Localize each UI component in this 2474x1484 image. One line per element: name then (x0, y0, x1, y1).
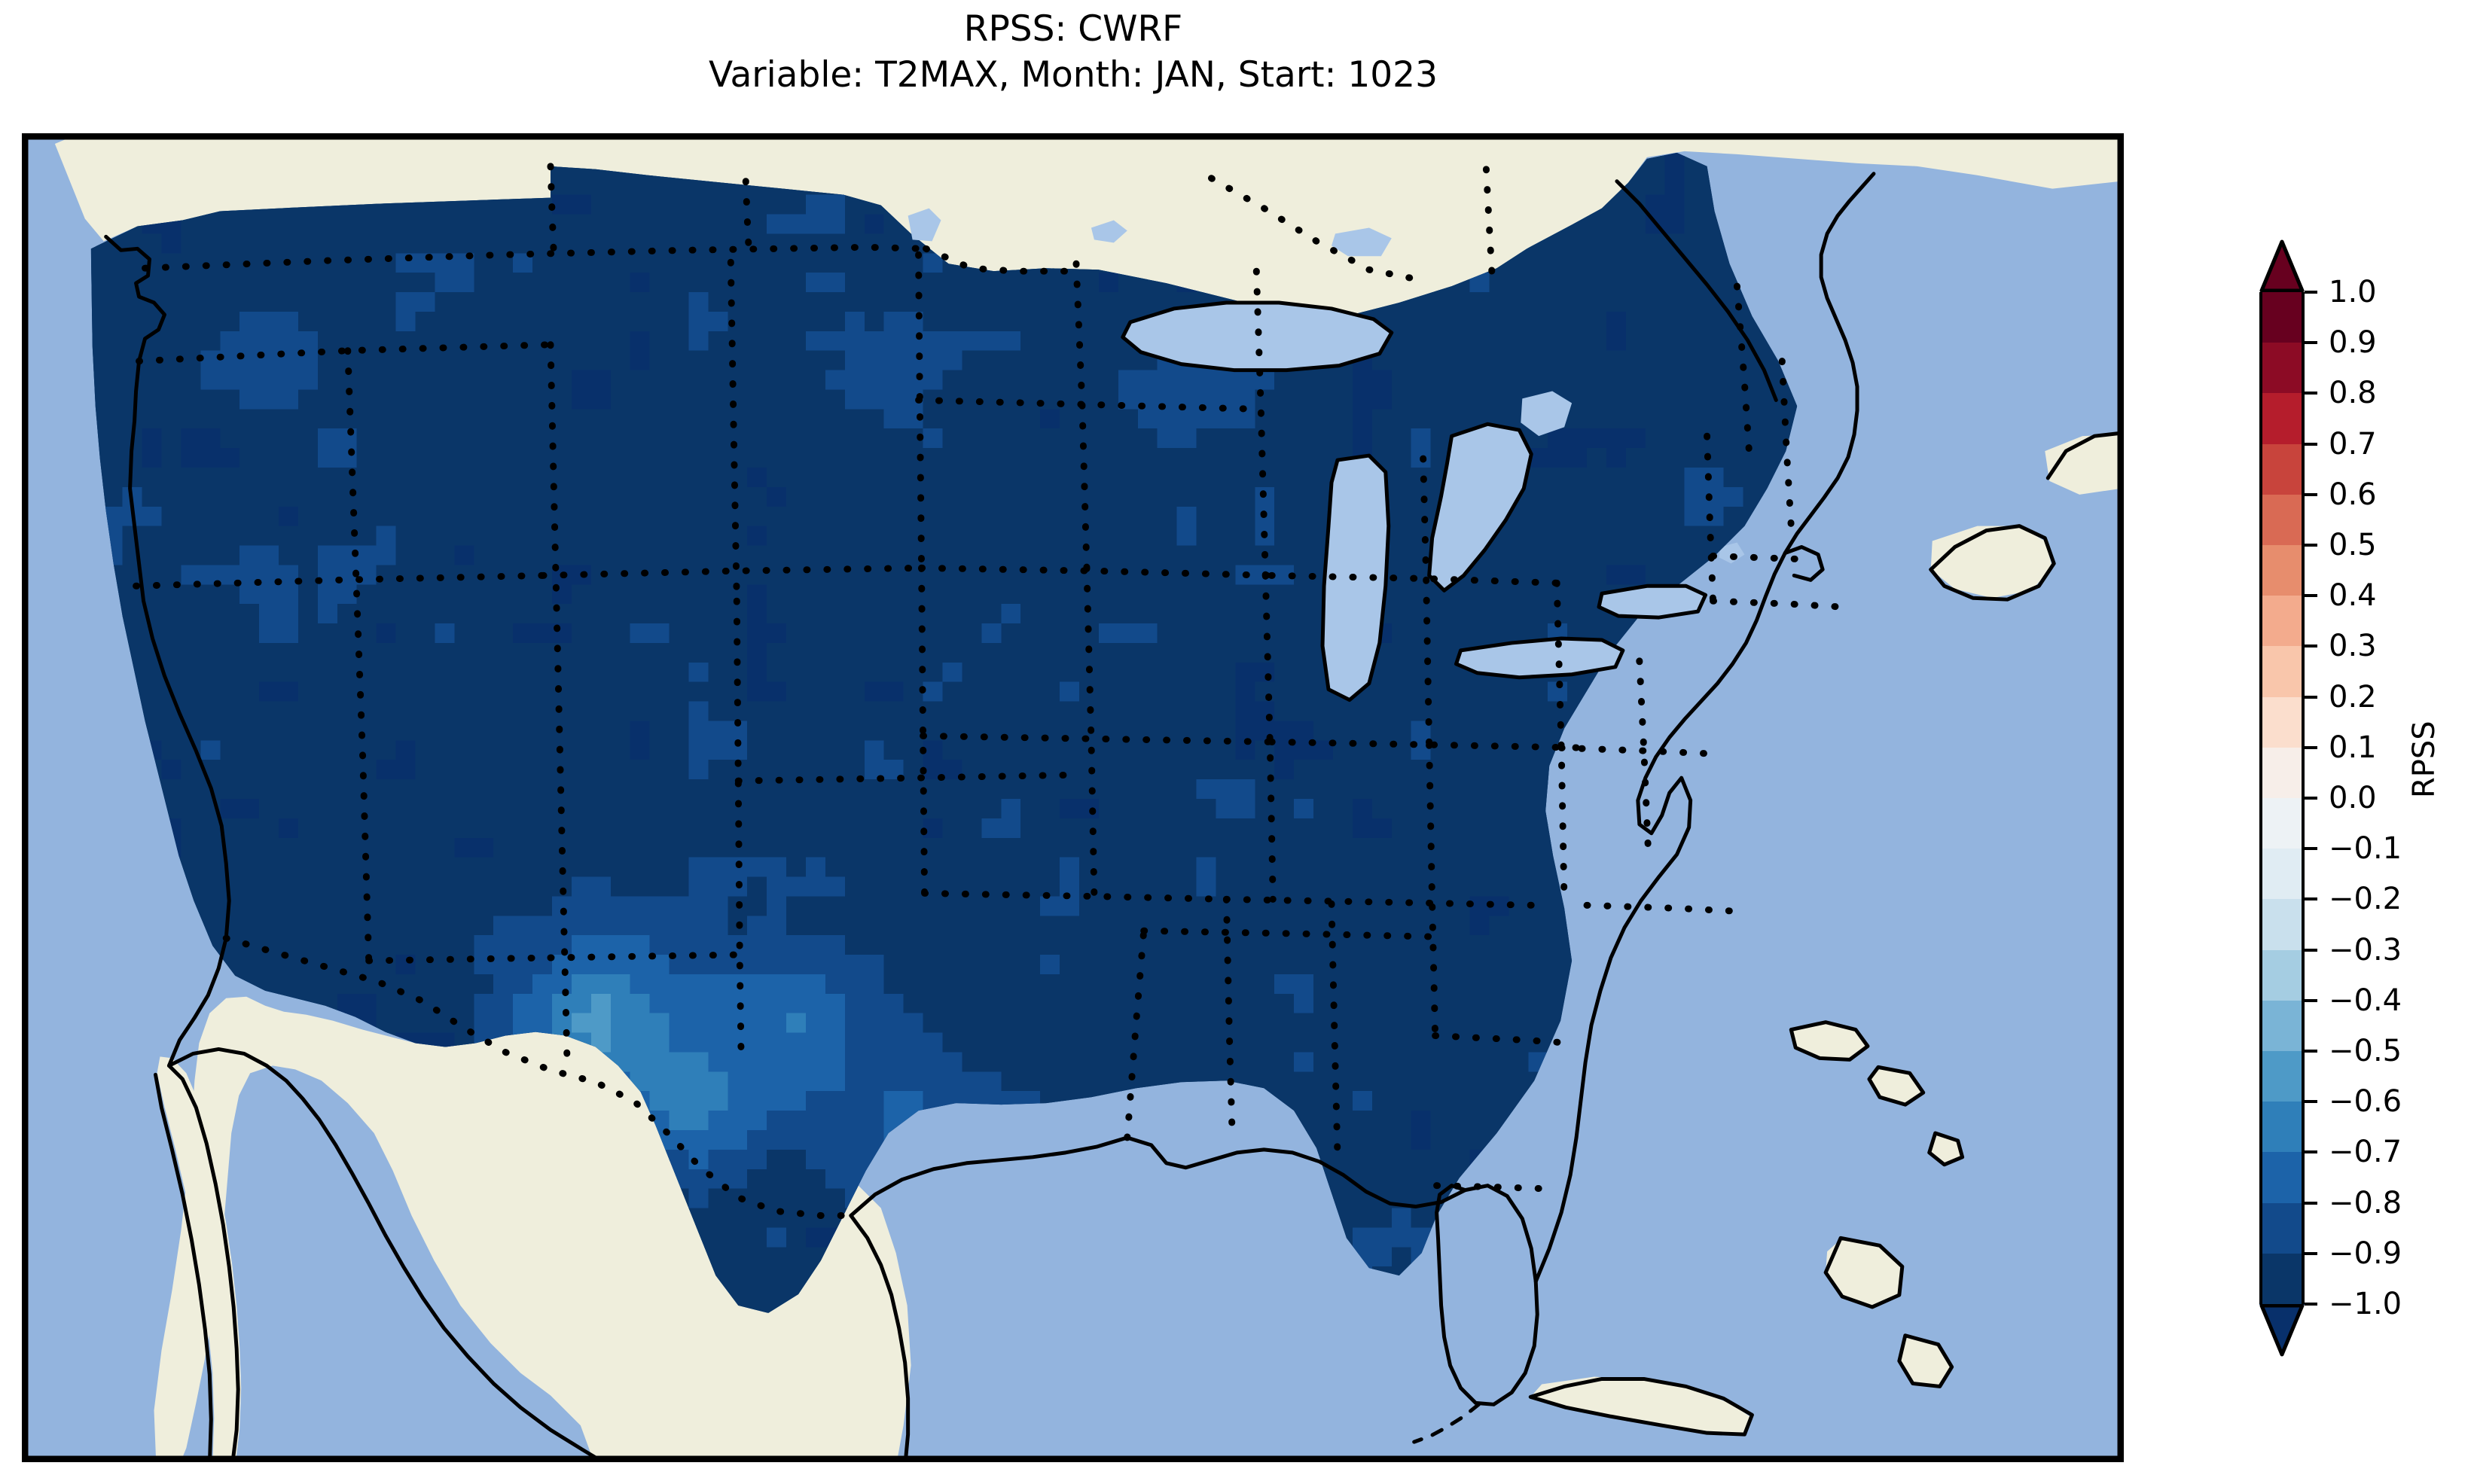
map-axes (22, 133, 2124, 1462)
colorbar-segment (2259, 1253, 2305, 1305)
colorbar-tick-label: 1.0 (2329, 275, 2377, 309)
colorbar-segment (2259, 393, 2305, 445)
colorbar-segment (2259, 646, 2305, 698)
figure-title: RPSS: CWRF Variable: T2MAX, Month: JAN, … (0, 6, 2146, 98)
map-plot (25, 136, 2121, 1459)
colorbar-segment (2259, 292, 2305, 343)
colorbar-segment (2259, 596, 2305, 648)
colorbar-tick-label: 0.9 (2329, 325, 2377, 361)
colorbar-tick (2305, 392, 2317, 395)
colorbar-segment (2259, 1102, 2305, 1153)
colorbar: 1.0 0.9 0.8 0.7 0.6 0.5 0.4 0.3 0.2 0.1 0.0 −0.1 −0.… (2259, 239, 2402, 1357)
title-line-2: Variable: T2MAX, Month: JAN, Start: 1023 (709, 54, 1438, 96)
colorbar-tick (2305, 1050, 2317, 1053)
colorbar-tick-label: 0.4 (2329, 578, 2377, 614)
colorbar-tick-label: −0.9 (2329, 1236, 2402, 1271)
colorbar-tick-label: −0.6 (2329, 1084, 2402, 1120)
colorbar-segment (2259, 849, 2305, 900)
colorbar-tick-label: 0.8 (2329, 376, 2377, 411)
title-line-1: RPSS: CWRF (963, 8, 1183, 50)
colorbar-tick (2305, 797, 2317, 800)
colorbar-segment (2259, 1152, 2305, 1204)
colorbar-segment (2259, 494, 2305, 546)
colorbar-tick-label: 0.1 (2329, 730, 2377, 765)
colorbar-tick-label: −0.8 (2329, 1185, 2402, 1220)
colorbar-tick (2305, 847, 2317, 851)
colorbar-tick (2305, 594, 2317, 598)
colorbar-tick (2305, 1100, 2317, 1104)
colorbar-outline (2259, 292, 2305, 1304)
colorbar-tick (2305, 1150, 2317, 1154)
colorbar-tick-label: −0.2 (2329, 882, 2402, 917)
map-frame (25, 136, 2121, 1459)
colorbar-tick (2305, 544, 2317, 547)
colorbar-tick (2305, 897, 2317, 901)
colorbar-extend-min-arrow (2259, 1304, 2305, 1357)
colorbar-tick-label: −1.0 (2329, 1287, 2402, 1321)
colorbar-tick (2305, 442, 2317, 446)
colorbar-tick-label: 0.3 (2329, 629, 2377, 664)
colorbar-segment (2259, 443, 2305, 495)
colorbar-segment (2259, 545, 2305, 596)
colorbar-segment (2259, 1202, 2305, 1254)
colorbar-extend-max-arrow (2259, 239, 2305, 292)
colorbar-tick-label: −0.4 (2329, 983, 2402, 1018)
colorbar-segment (2259, 949, 2305, 1001)
colorbar-segment (2259, 343, 2305, 395)
colorbar-tick (2305, 998, 2317, 1002)
colorbar-tick (2305, 1201, 2317, 1205)
colorbar-tick (2305, 948, 2317, 952)
colorbar-tick (2305, 1303, 2317, 1306)
colorbar-tick-label: −0.7 (2329, 1135, 2402, 1170)
state-borders (133, 163, 1846, 1219)
colorbar-gradient (2259, 292, 2305, 1305)
colorbar-tick (2305, 341, 2317, 345)
colorbar-tick-label: 0.7 (2329, 426, 2377, 462)
colorbar-tick (2305, 644, 2317, 648)
colorbar-tick-label: 0.2 (2329, 679, 2377, 715)
colorbar-segment (2259, 899, 2305, 951)
colorbar-tick (2305, 745, 2317, 749)
coastlines (104, 172, 2121, 1459)
colorbar-tick-label: −0.1 (2329, 831, 2402, 867)
colorbar-segment (2259, 1000, 2305, 1052)
colorbar-tick (2305, 492, 2317, 496)
colorbar-segment (2259, 1051, 2305, 1102)
colorbar-tick-label: 0.6 (2329, 477, 2377, 512)
colorbar-segment (2259, 747, 2305, 799)
colorbar-tick (2305, 1251, 2317, 1255)
colorbar-segment (2259, 798, 2305, 849)
colorbar-tick (2305, 695, 2317, 699)
colorbar-tick-label: 0.5 (2329, 528, 2377, 562)
colorbar-segment (2259, 696, 2305, 748)
colorbar-axis-label: RPSS (2407, 721, 2442, 798)
colorbar-tick-label: −0.5 (2329, 1034, 2402, 1068)
colorbar-tick (2305, 291, 2317, 294)
colorbar-tick-label: 0.0 (2329, 781, 2377, 815)
colorbar-tick-label: −0.3 (2329, 932, 2402, 967)
